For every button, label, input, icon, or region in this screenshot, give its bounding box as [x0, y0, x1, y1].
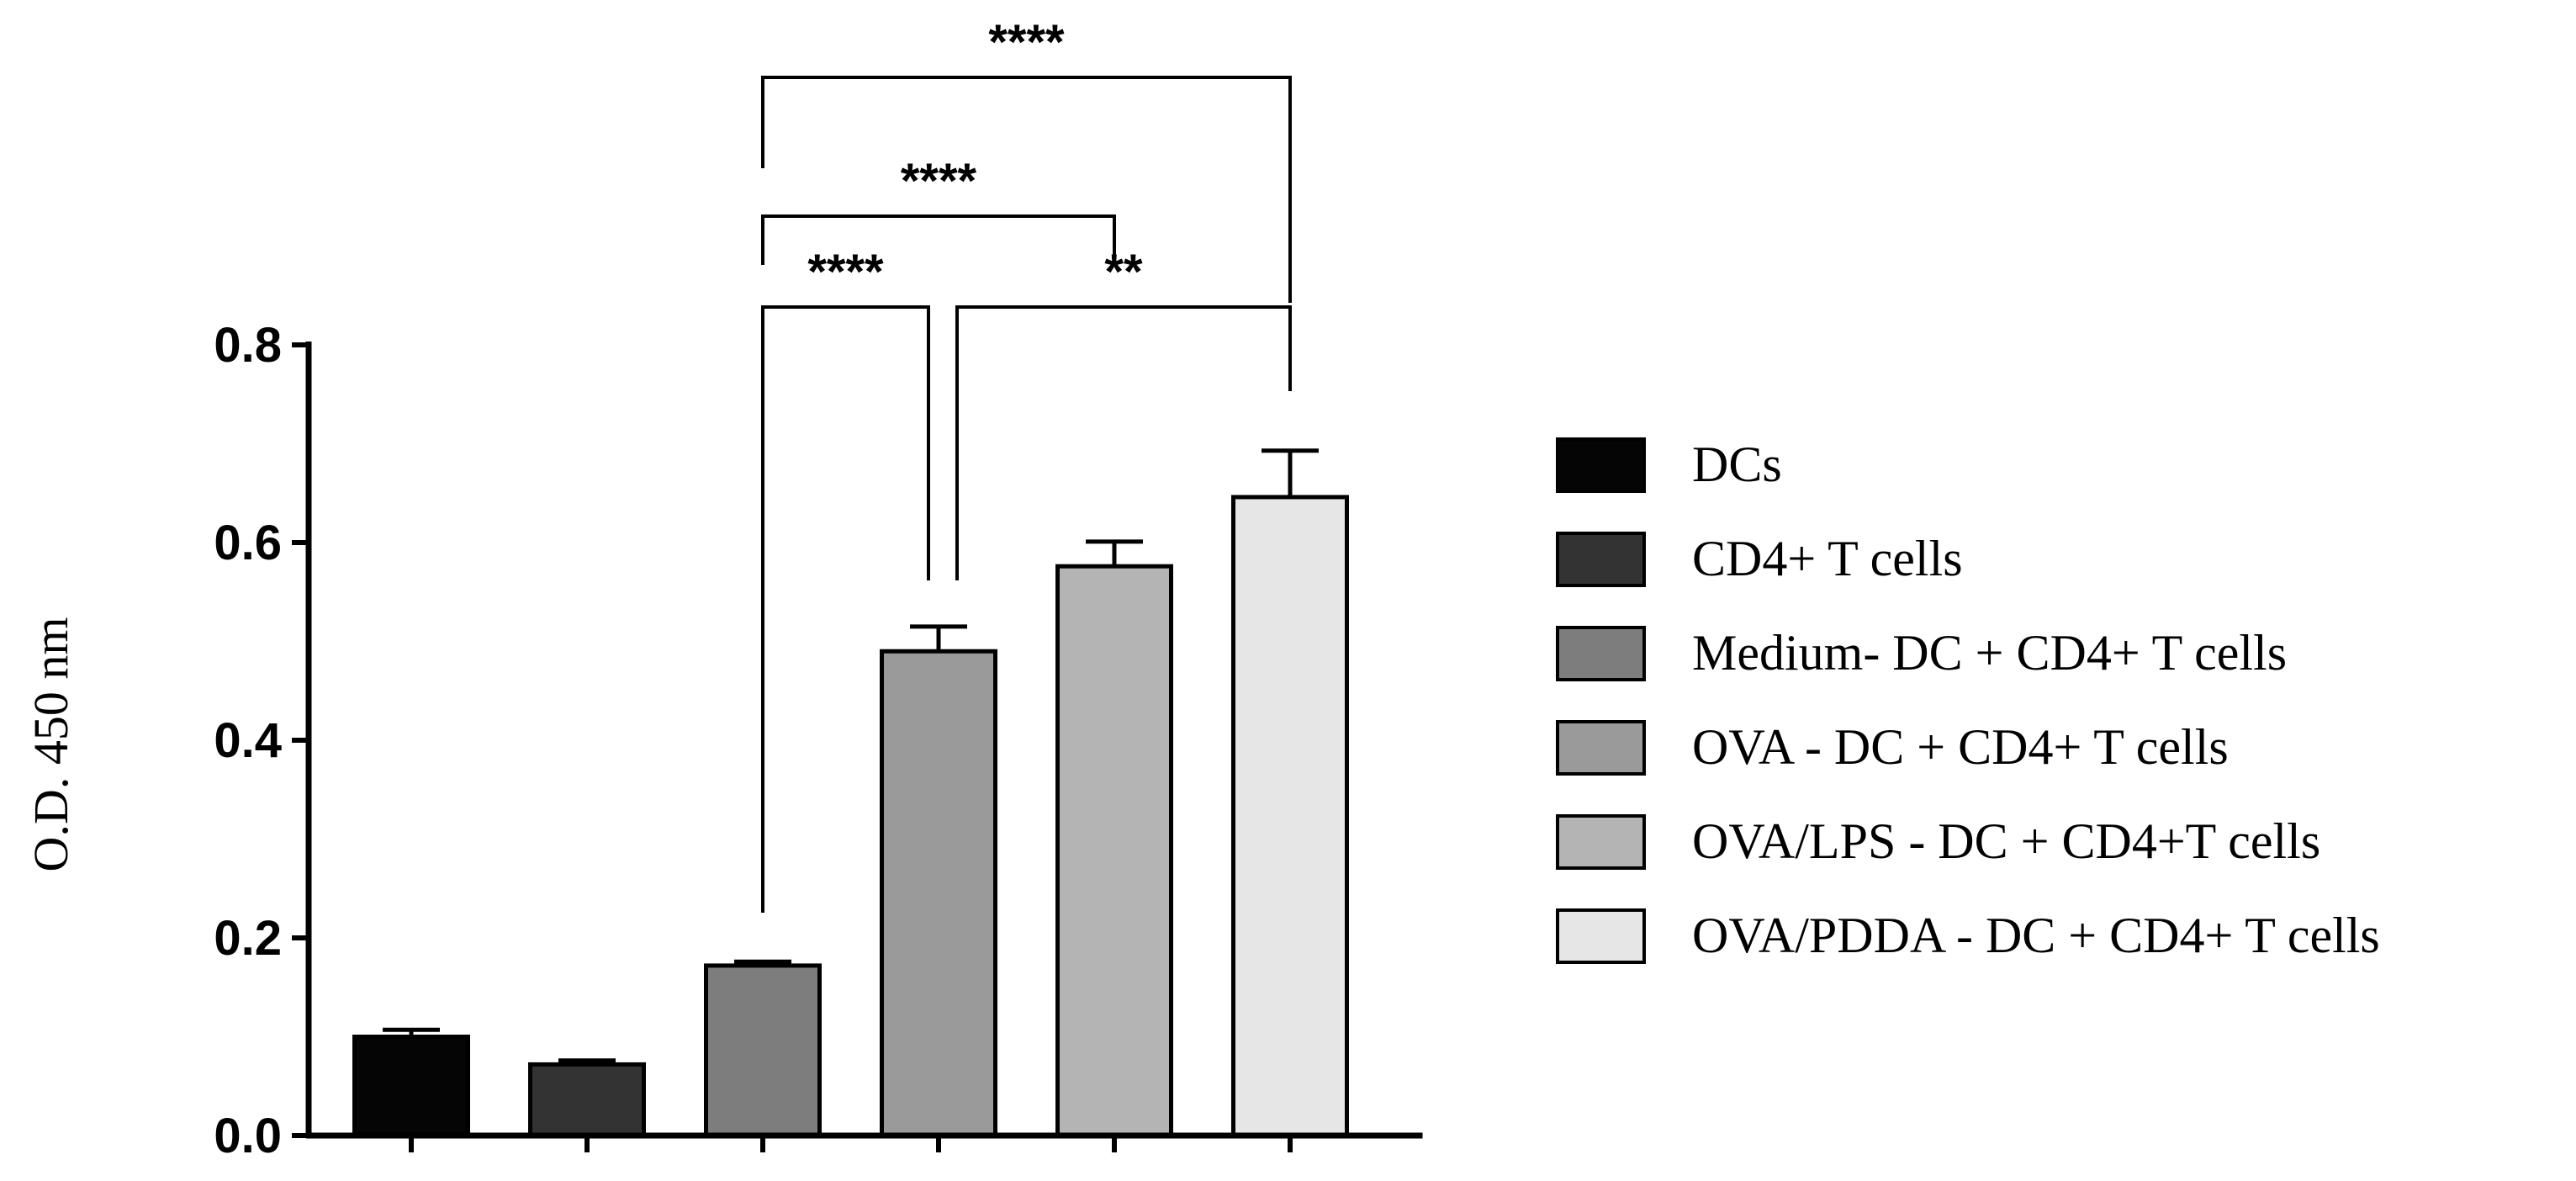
legend-label: CD4+ T cells — [1692, 531, 1963, 586]
y-axis — [292, 342, 312, 1138]
bar — [1055, 564, 1173, 1138]
significance-bracket — [761, 76, 1292, 303]
significance-bracket — [761, 214, 1116, 265]
legend: DCs CD4+ T cells Medium- DC + CD4+ T cells… — [1556, 437, 2380, 964]
error-bars — [383, 448, 1319, 1065]
significance-label: **** — [988, 15, 1065, 70]
y-tick-label: 0.0 — [214, 1109, 282, 1163]
y-axis-title: O.D. 450 nm — [24, 617, 78, 872]
y-tick-label: 0.2 — [214, 911, 282, 966]
significance-bracket — [761, 305, 930, 913]
legend-item: OVA - DC + CD4+ T cells — [1556, 719, 2229, 776]
significance-label: **** — [901, 154, 977, 209]
legend-label: OVA/LPS - DC + CD4+T cells — [1692, 813, 2320, 869]
bars — [352, 495, 1349, 1138]
significance-label: **** — [807, 245, 884, 299]
legend-item: CD4+ T cells — [1556, 531, 1963, 587]
y-tick-label: 0.8 — [214, 318, 282, 373]
y-tick-label: 0.4 — [214, 713, 282, 768]
legend-swatch — [1556, 532, 1646, 587]
legend-swatch — [1556, 720, 1646, 776]
legend-item: Medium- DC + CD4+ T cells — [1556, 625, 2287, 681]
bar — [528, 1062, 646, 1138]
legend-swatch — [1556, 814, 1646, 870]
legend-label: Medium- DC + CD4+ T cells — [1692, 625, 2287, 681]
legend-swatch — [1556, 437, 1646, 493]
legend-item: DCs — [1556, 437, 1782, 493]
legend-item: OVA/LPS - DC + CD4+T cells — [1556, 813, 2320, 870]
x-axis — [306, 1132, 1423, 1152]
significance-label: ** — [1104, 245, 1143, 299]
legend-swatch — [1556, 908, 1646, 964]
legend-label: OVA/PDDA - DC + CD4+ T cells — [1692, 908, 2380, 963]
bar — [352, 1035, 470, 1138]
legend-label: DCs — [1692, 437, 1782, 492]
legend-label: OVA - DC + CD4+ T cells — [1692, 719, 2229, 775]
legend-swatch — [1556, 626, 1646, 681]
y-tick-labels: 0.0 0.2 0.4 0.6 0.8 — [214, 318, 282, 1163]
y-tick-label: 0.6 — [214, 516, 282, 570]
legend-item: OVA/PDDA - DC + CD4+ T cells — [1556, 908, 2380, 964]
significance-bracket — [955, 305, 1292, 580]
bar — [880, 649, 997, 1138]
bar — [1231, 495, 1349, 1138]
bar — [704, 963, 822, 1138]
significance-brackets: **** ********** — [761, 15, 1292, 913]
